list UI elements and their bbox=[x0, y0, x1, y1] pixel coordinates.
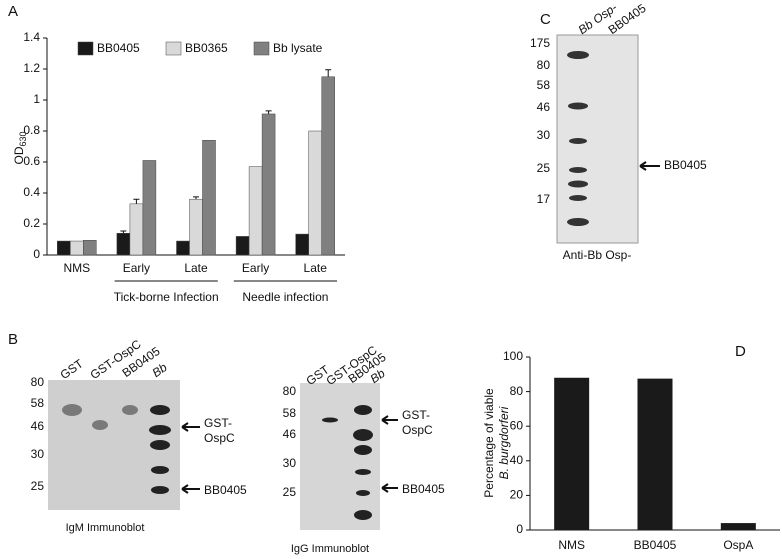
marker-label: 80 bbox=[537, 58, 551, 72]
arrow-label: BB0405 bbox=[402, 482, 445, 496]
error-bar bbox=[325, 69, 332, 77]
marker-label: 30 bbox=[537, 128, 551, 142]
bar bbox=[189, 198, 203, 256]
marker-label: 46 bbox=[537, 100, 551, 114]
blot-igg bbox=[300, 383, 398, 530]
marker-label: 58 bbox=[31, 396, 45, 410]
arrow-label: GST- bbox=[204, 416, 232, 430]
panel-letter: C bbox=[540, 11, 551, 28]
legend-swatch bbox=[165, 41, 182, 56]
arrow-label: OspC bbox=[402, 423, 433, 437]
marker-label: 58 bbox=[283, 406, 297, 420]
marker-label: 46 bbox=[283, 427, 297, 441]
y-tick-label: 0 bbox=[516, 522, 523, 536]
marker-label: 30 bbox=[31, 447, 45, 461]
y-tick-label: 0.4 bbox=[23, 185, 40, 199]
marker-label: 58 bbox=[537, 78, 551, 92]
y-tick-label: 0.8 bbox=[23, 123, 40, 137]
y-tick-label: 0.6 bbox=[23, 154, 40, 168]
marker-label: 80 bbox=[31, 375, 45, 389]
bar bbox=[248, 166, 263, 256]
y-tick-label: 0.2 bbox=[23, 216, 40, 230]
y-tick-label: 1 bbox=[33, 92, 40, 106]
y-tick-label: 60 bbox=[510, 418, 524, 432]
marker-label: 25 bbox=[537, 161, 551, 175]
error-bar bbox=[133, 198, 140, 204]
legend-swatch bbox=[253, 41, 270, 56]
bar bbox=[70, 240, 84, 256]
x-tick-label: NMS bbox=[558, 538, 585, 552]
legend-swatch bbox=[77, 41, 94, 56]
caption: IgG Immunoblot bbox=[291, 543, 369, 555]
y-tick-label: 1.4 bbox=[23, 30, 40, 44]
marker-label: 25 bbox=[283, 485, 297, 499]
marker-label: 80 bbox=[283, 384, 297, 398]
bar bbox=[129, 203, 144, 256]
bar bbox=[235, 236, 250, 256]
bar bbox=[116, 233, 131, 256]
bar bbox=[142, 160, 157, 256]
group-label: Needle infection bbox=[242, 290, 328, 304]
arrow-label: OspC bbox=[204, 431, 235, 445]
y-axis-label: B. burgdorferi bbox=[497, 406, 511, 479]
x-tick-label: NMS bbox=[63, 261, 90, 275]
panel-letter: A bbox=[8, 3, 18, 20]
blot-c bbox=[556, 34, 660, 244]
bar bbox=[57, 240, 71, 256]
bar bbox=[295, 233, 309, 256]
y-tick-label: 40 bbox=[510, 453, 524, 467]
caption: IgM Immunoblot bbox=[66, 522, 145, 534]
y-axis-label: OD630 bbox=[12, 131, 28, 164]
y-axis-label: Percentage of viable bbox=[482, 388, 496, 498]
y-tick-label: 1.2 bbox=[23, 61, 40, 75]
x-tick-label: BB0405 bbox=[634, 538, 677, 552]
y-axis-label-main: OD bbox=[12, 146, 26, 164]
marker-label: 17 bbox=[537, 192, 551, 206]
arrow-label: BB0405 bbox=[204, 483, 247, 497]
legend-label: BB0405 bbox=[97, 41, 140, 55]
lane-label: GST bbox=[58, 356, 87, 382]
bar bbox=[261, 113, 276, 256]
lane-label: Bb bbox=[150, 360, 170, 380]
bar bbox=[720, 523, 756, 530]
error-bar bbox=[120, 230, 127, 234]
panel-letter: B bbox=[8, 331, 18, 348]
marker-label: 30 bbox=[283, 456, 297, 470]
error-bar bbox=[265, 110, 272, 114]
marker-label: 175 bbox=[530, 36, 550, 50]
bar bbox=[554, 377, 590, 530]
blot-igm bbox=[48, 380, 200, 510]
y-axis-label-sub: 630 bbox=[18, 131, 28, 146]
marker-label: 46 bbox=[31, 419, 45, 433]
x-tick-label: Early bbox=[242, 261, 269, 275]
group-label: Tick-borne Infection bbox=[114, 290, 219, 304]
bar bbox=[83, 240, 97, 256]
x-tick-label: Early bbox=[123, 261, 150, 275]
legend-label: BB0365 bbox=[185, 41, 228, 55]
bar bbox=[321, 76, 335, 256]
bar bbox=[202, 140, 216, 256]
x-tick-label: OspA bbox=[723, 538, 753, 552]
bar bbox=[637, 378, 673, 530]
caption: Anti-Bb Osp- bbox=[563, 248, 632, 262]
y-tick-label: 20 bbox=[510, 488, 524, 502]
marker-label: 25 bbox=[31, 479, 45, 493]
legend-label: Bb lysate bbox=[273, 41, 323, 55]
arrow-label: BB0405 bbox=[664, 158, 707, 172]
x-tick-label: Late bbox=[184, 261, 208, 275]
arrow-label: GST- bbox=[402, 408, 430, 422]
x-tick-label: Late bbox=[304, 261, 328, 275]
panel-letter: D bbox=[735, 343, 746, 360]
bar bbox=[176, 240, 190, 256]
bar bbox=[308, 130, 322, 256]
y-tick-label: 80 bbox=[510, 384, 524, 398]
y-tick-label: 100 bbox=[503, 349, 523, 363]
y-tick-label: 0 bbox=[33, 247, 40, 261]
error-bar bbox=[193, 196, 199, 200]
